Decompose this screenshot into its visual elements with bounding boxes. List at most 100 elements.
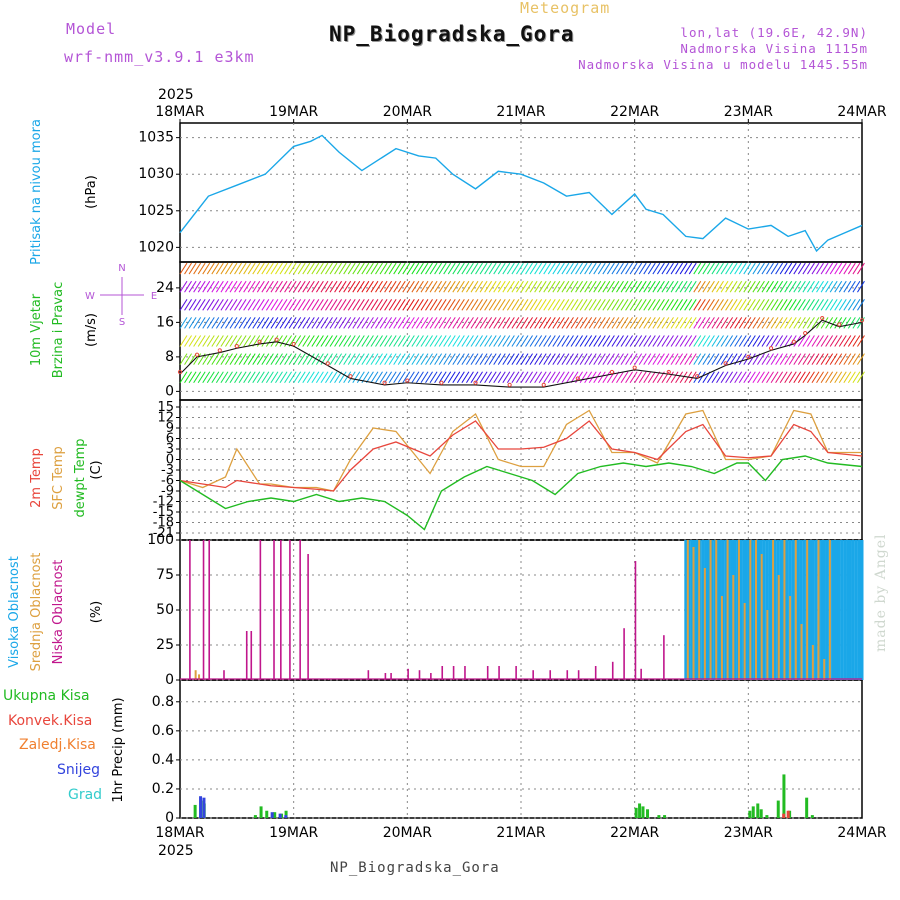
- wind-barb: [393, 353, 402, 365]
- wind-barb: [452, 371, 461, 384]
- wind-barb: [256, 317, 265, 329]
- wind-barb: [784, 353, 793, 365]
- wind-barb: [593, 299, 602, 311]
- wind-barb: [343, 371, 352, 384]
- wind-barb: [593, 335, 602, 347]
- wind-barb: [693, 371, 702, 384]
- wind-barb: [261, 299, 270, 311]
- high-cloud-bar: [695, 540, 699, 680]
- wind-barb: [284, 317, 292, 329]
- low-cloud-bar: [299, 540, 301, 680]
- wind-barb: [720, 262, 729, 275]
- wind-barb: [347, 280, 356, 293]
- precip-bar: [278, 813, 282, 818]
- wind-barb: [425, 317, 433, 329]
- wind-barb: [184, 353, 192, 365]
- low-cloud-bar: [367, 670, 370, 680]
- high-cloud-bar: [831, 540, 835, 680]
- wind-barb: [234, 262, 242, 275]
- wind-barb: [516, 353, 524, 365]
- wind-barb: [702, 335, 711, 347]
- high-cloud-bar: [837, 540, 841, 680]
- wind-barb: [570, 353, 579, 365]
- wind-barb: [802, 335, 811, 347]
- wind-barb: [652, 335, 661, 347]
- wind-barb: [575, 317, 583, 329]
- wind-barb: [743, 317, 752, 329]
- wind-barb: [643, 280, 652, 293]
- wind-barb: [525, 335, 533, 347]
- wind-barb: [538, 317, 547, 329]
- wind-barb: [688, 335, 697, 347]
- wind-barb: [497, 317, 506, 329]
- wind-barb: [670, 262, 679, 275]
- wind-barb: [852, 262, 861, 275]
- wind-barb: [420, 317, 429, 329]
- pressure-tick: 1020: [138, 239, 174, 255]
- wind-barb: [652, 299, 661, 311]
- wind-barb: [252, 299, 261, 311]
- wind-barb: [647, 280, 656, 293]
- wind-barb: [693, 299, 702, 311]
- wind-barb: [575, 335, 583, 347]
- wind-barb: [520, 335, 529, 347]
- wind-barb: [429, 280, 438, 293]
- wind-barb: [243, 280, 252, 293]
- temp-tick: 9: [166, 421, 174, 436]
- wind-barb: [784, 317, 793, 329]
- wind-barb: [502, 317, 511, 329]
- wind-barb: [270, 335, 279, 347]
- wind-barb: [416, 317, 424, 329]
- wind-barb: [388, 299, 397, 311]
- wind-barb: [215, 262, 224, 275]
- wind-barb: [275, 353, 283, 365]
- wind-barb: [647, 317, 656, 329]
- x-tick-top: 23MAR: [724, 104, 773, 120]
- wind-barb: [329, 299, 338, 311]
- wind-barb: [543, 335, 552, 347]
- wind-barb: [184, 299, 192, 311]
- high-cloud-bar: [744, 540, 748, 680]
- wind-barb: [547, 317, 556, 329]
- wind-barb: [706, 262, 715, 275]
- wind-barb: [466, 280, 474, 293]
- wind-barb: [193, 280, 202, 293]
- wind-barb: [811, 353, 820, 365]
- x-tick-bottom: 23MAR: [724, 825, 773, 841]
- wind-barb: [688, 262, 697, 275]
- precip-legend-3: Snijeg: [57, 762, 100, 778]
- wind-barb: [652, 280, 661, 293]
- wind-barb: [306, 353, 315, 365]
- wind-barb: [534, 317, 543, 329]
- wind-barb: [220, 353, 229, 365]
- wind-barb: [343, 262, 352, 275]
- high-cloud-bar: [785, 540, 789, 680]
- wind-barb: [811, 299, 820, 311]
- wind-barb: [693, 262, 702, 275]
- high-cloud-bar: [762, 540, 766, 680]
- wind-barb: [797, 353, 806, 365]
- wind-barb: [606, 280, 615, 293]
- wind-barb: [588, 353, 597, 365]
- wind-barb: [288, 280, 297, 293]
- wind-barb: [766, 353, 774, 365]
- wind-barb: [716, 317, 724, 329]
- wind-barb: [775, 371, 784, 384]
- wind-barb: [625, 335, 633, 347]
- wind-barb: [857, 335, 865, 347]
- wind-barb: [602, 262, 611, 275]
- wind-barb: [256, 371, 265, 384]
- wind-barb: [716, 371, 724, 384]
- wind-barb: [511, 280, 520, 293]
- wind-barb: [661, 280, 670, 293]
- wind-barb: [252, 353, 261, 365]
- wind-barb: [747, 299, 756, 311]
- wind-barb: [497, 335, 506, 347]
- wind-barb: [238, 299, 247, 311]
- high-cloud-bar: [779, 540, 783, 680]
- wind-barb: [352, 317, 361, 329]
- wind-barb: [538, 335, 547, 347]
- wind-barb: [597, 262, 606, 275]
- wind-barb: [670, 353, 679, 365]
- wind-barb: [338, 371, 347, 384]
